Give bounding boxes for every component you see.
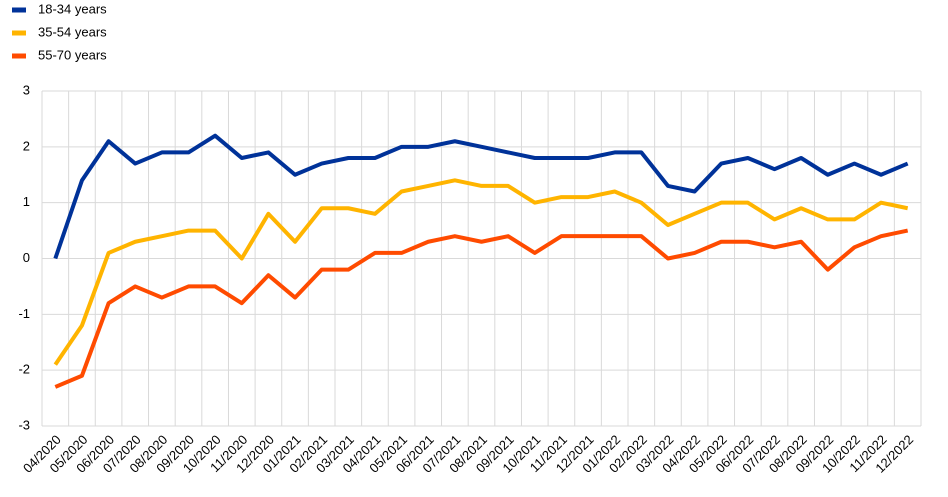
legend-label: 35-54 years (38, 24, 107, 39)
series-line (53, 178, 909, 366)
legend-label: 18-34 years (38, 1, 107, 16)
y-tick-label: -1 (18, 306, 30, 321)
y-tick-label: 3 (23, 82, 30, 97)
y-tick-label: -2 (18, 362, 30, 377)
y-tick-label: 0 (23, 250, 30, 265)
y-tick-label: 1 (23, 194, 30, 209)
y-tick-label: 2 (23, 138, 30, 153)
series-line (53, 133, 909, 260)
legend-label: 55-70 years (38, 47, 107, 62)
y-tick-label: -3 (18, 417, 30, 432)
series-line (54, 228, 909, 389)
